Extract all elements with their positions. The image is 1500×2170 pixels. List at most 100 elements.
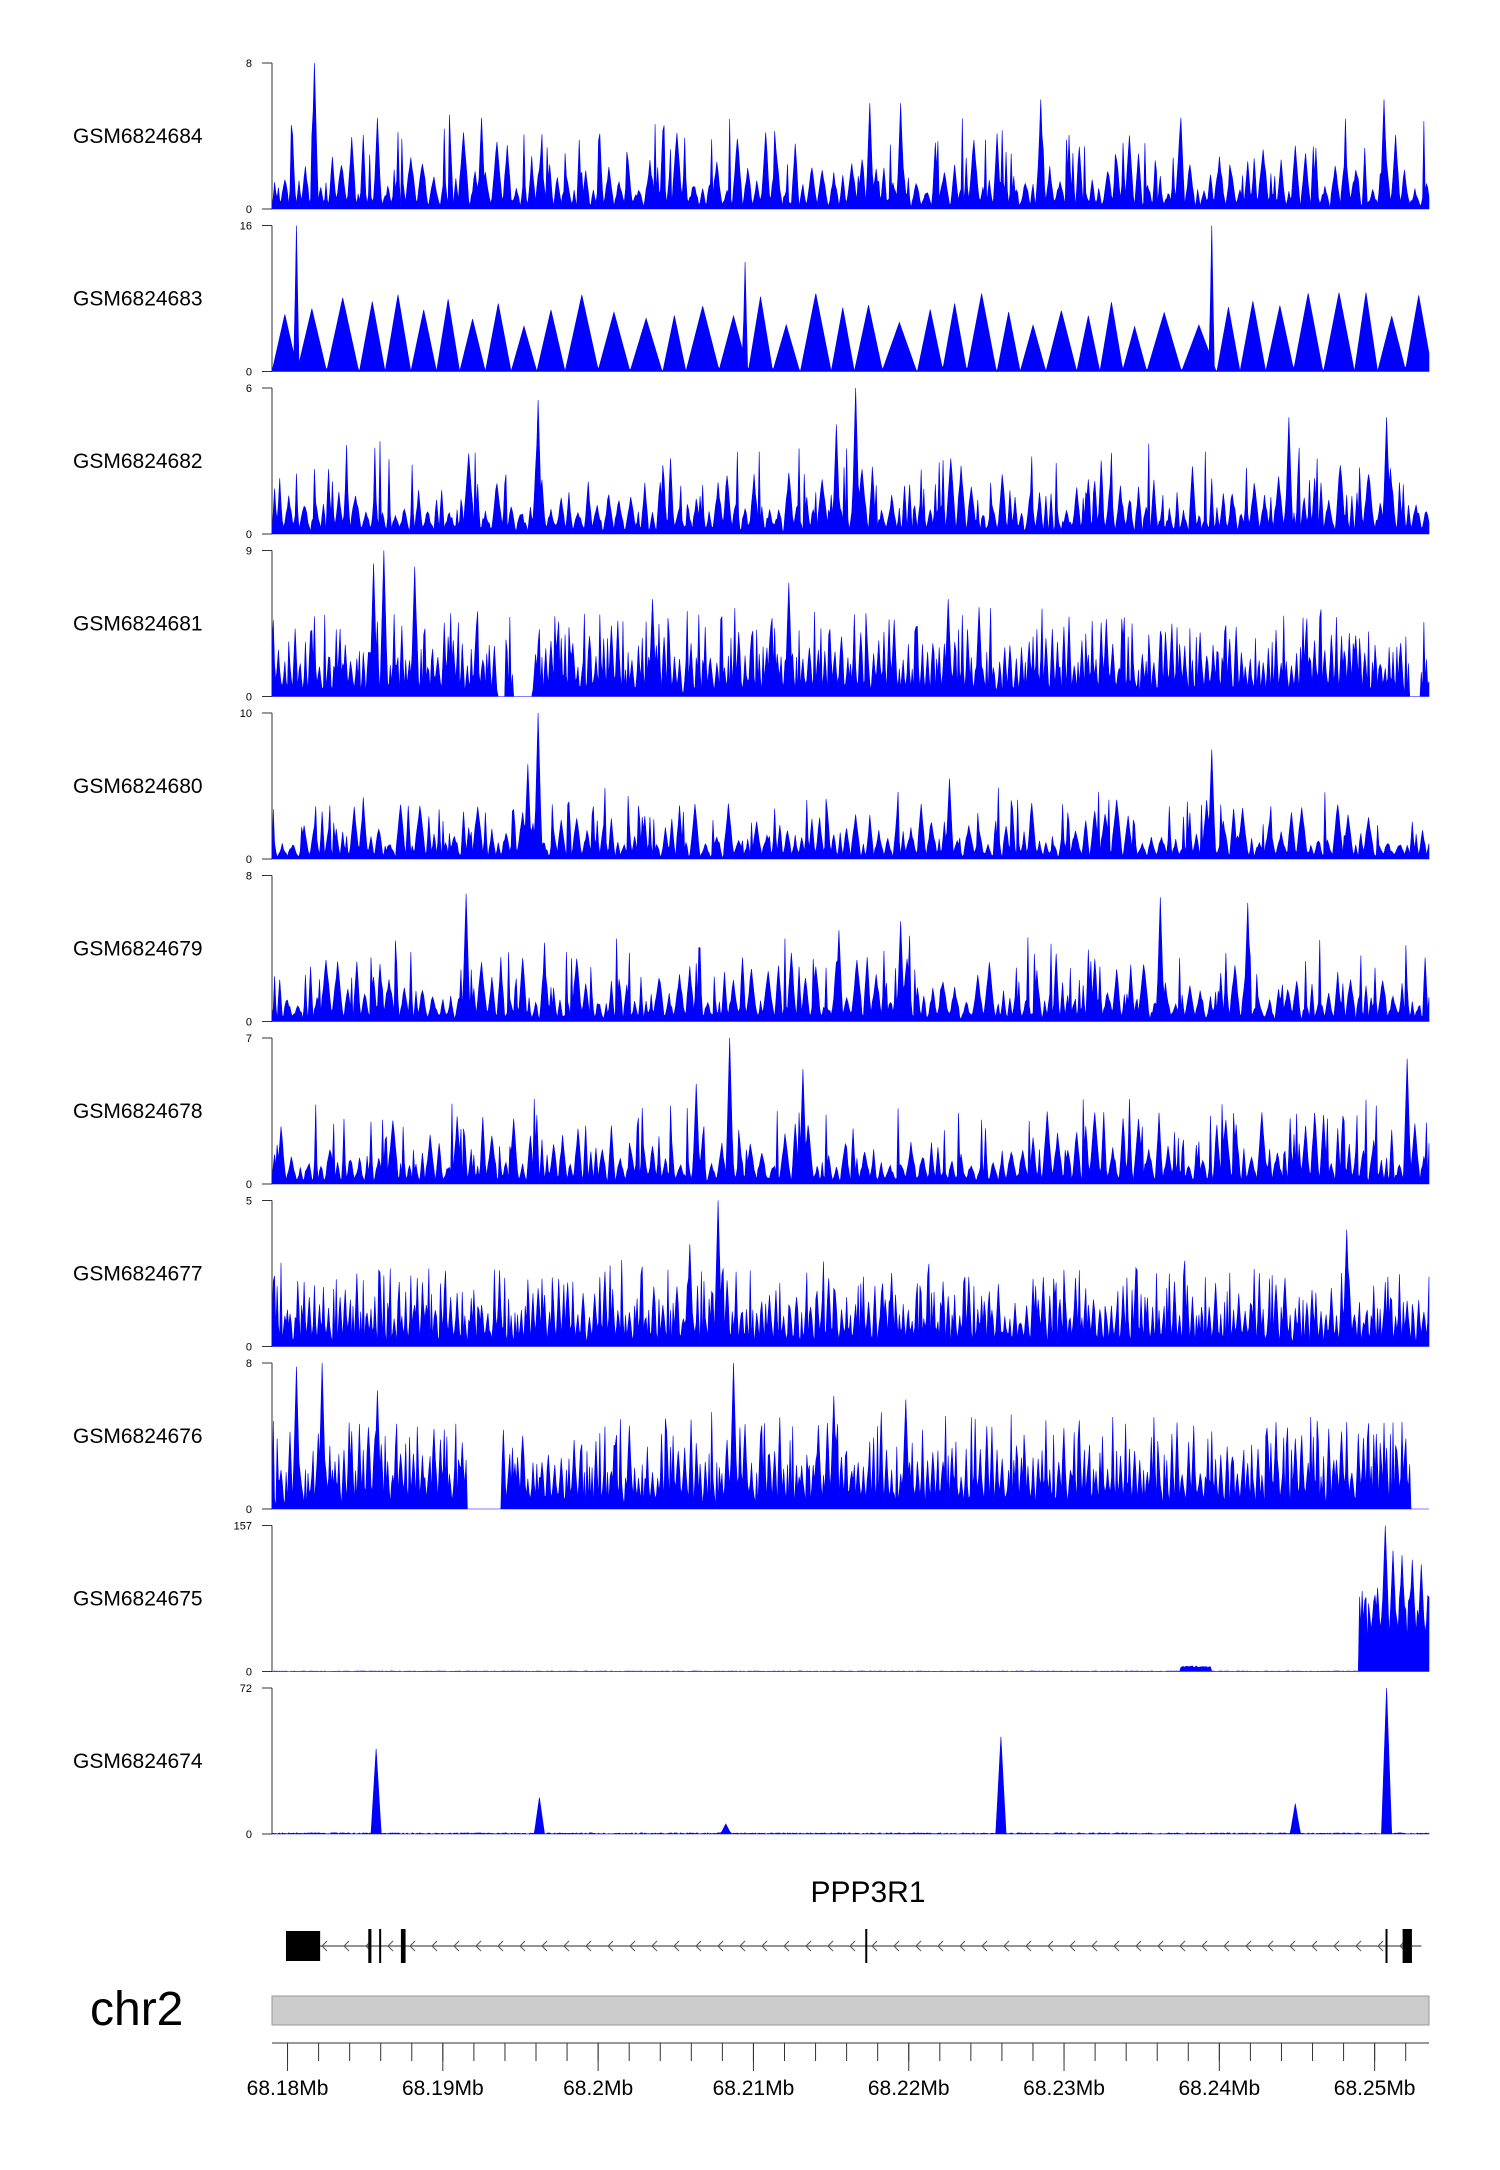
strand-chevron: [1201, 1940, 1208, 1952]
track-name-label: GSM6824683: [73, 288, 203, 311]
strand-chevron: [1267, 1940, 1274, 1952]
x-axis-tick-label: 68.22Mb: [868, 2077, 950, 2100]
strand-chevron: [387, 1940, 394, 1952]
coverage-area: [271, 1362, 1429, 1510]
y-min-label: 0: [246, 529, 252, 541]
strand-chevron: [1157, 1940, 1164, 1952]
coverage-area: [271, 550, 1430, 697]
coverage-track: GSM6824676 8 0: [73, 1358, 1429, 1516]
strand-chevron: [783, 1940, 790, 1952]
strand-chevron: [519, 1940, 526, 1952]
coverage-track: GSM6824683 16 0: [73, 221, 1430, 379]
gene-exon: [1402, 1929, 1412, 1963]
strand-chevron: [959, 1940, 966, 1952]
strand-chevron: [1135, 1940, 1142, 1952]
track-name-label: GSM6824675: [73, 1588, 203, 1611]
y-max-label: 8: [246, 58, 252, 70]
strand-chevron: [1355, 1940, 1362, 1952]
y-max-label: 72: [240, 1683, 252, 1695]
coverage-track: GSM6824675 157 0: [73, 1521, 1430, 1679]
x-axis-tick-label: 68.24Mb: [1178, 2077, 1260, 2100]
gene-exon: [285, 1931, 321, 1961]
y-max-label: 5: [246, 1196, 252, 1208]
strand-chevron: [453, 1940, 460, 1952]
strand-chevron: [761, 1940, 768, 1952]
strand-chevron: [981, 1940, 988, 1952]
strand-chevron: [1333, 1940, 1340, 1952]
y-max-label: 6: [246, 383, 252, 395]
coverage-tracks: GSM682468480GSM6824683160GSM682468260GSM…: [73, 58, 1430, 1841]
strand-chevron: [1311, 1940, 1318, 1952]
y-min-label: 0: [246, 854, 252, 866]
coverage-track: GSM6824684 8 0: [73, 58, 1430, 216]
coverage-track: GSM6824677 5 0: [73, 1196, 1430, 1354]
strand-chevron: [673, 1940, 680, 1952]
gene-exon: [400, 1929, 406, 1963]
y-max-label: 8: [246, 871, 252, 883]
gene-exon: [1385, 1929, 1388, 1963]
x-axis-tick-label: 68.19Mb: [402, 2077, 484, 2100]
y-min-label: 0: [246, 692, 252, 704]
strand-chevron: [827, 1940, 834, 1952]
track-name-label: GSM6824684: [73, 125, 203, 148]
track-name-label: GSM6824676: [73, 1425, 203, 1448]
strand-chevron: [1069, 1940, 1076, 1952]
track-name-label: GSM6824679: [73, 938, 203, 961]
strand-chevron: [1003, 1940, 1010, 1952]
strand-chevron: [651, 1940, 658, 1952]
strand-chevron: [1047, 1940, 1054, 1952]
strand-chevron: [431, 1940, 438, 1952]
strand-chevron: [1245, 1940, 1252, 1952]
coverage-track: GSM6824678 7 0: [73, 1033, 1430, 1191]
x-axis-tick-label: 68.18Mb: [247, 2077, 329, 2100]
strand-chevron: [1377, 1940, 1384, 1952]
gene-exon: [368, 1929, 372, 1963]
coverage-area: [271, 62, 1430, 210]
track-name-label: GSM6824674: [73, 1750, 203, 1773]
genomic-axis: 68.18Mb 68.19Mb 68.2Mb 68.21Mb 68.22Mb 68.23M…: [247, 2042, 1429, 2100]
coverage-area: [271, 712, 1430, 860]
y-min-label: 0: [246, 1017, 252, 1029]
strand-chevron: [871, 1940, 878, 1952]
gene-name-label: PPP3R1: [810, 1876, 925, 1909]
coverage-track: GSM6824682 6 0: [73, 383, 1430, 541]
y-min-label: 0: [246, 1667, 252, 1679]
track-name-label: GSM6824681: [73, 613, 203, 636]
strand-chevron: [1091, 1940, 1098, 1952]
track-name-label: GSM6824680: [73, 775, 203, 798]
strand-chevron: [1113, 1940, 1120, 1952]
x-axis-tick-label: 68.21Mb: [713, 2077, 795, 2100]
x-axis-tick-label: 68.2Mb: [563, 2077, 633, 2100]
gene-exon: [865, 1929, 868, 1963]
coverage-area: [271, 387, 1430, 535]
coverage-area: [271, 225, 1430, 373]
strand-chevron: [739, 1940, 746, 1952]
y-max-label: 8: [246, 1358, 252, 1370]
y-max-label: 157: [234, 1521, 252, 1533]
x-axis-tick-label: 68.25Mb: [1334, 2077, 1416, 2100]
y-min-label: 0: [246, 1829, 252, 1841]
strand-chevron: [629, 1940, 636, 1952]
x-axis-tick-label: 68.23Mb: [1023, 2077, 1105, 2100]
strand-chevron: [1179, 1940, 1186, 1952]
track-name-label: GSM6824682: [73, 450, 203, 473]
strand-chevron: [409, 1940, 416, 1952]
gene-exon: [379, 1929, 382, 1963]
strand-chevron: [563, 1940, 570, 1952]
strand-chevron: [937, 1940, 944, 1952]
strand-chevron: [607, 1940, 614, 1952]
y-max-label: 7: [246, 1033, 252, 1045]
y-max-label: 16: [240, 221, 252, 233]
coverage-area: [271, 1200, 1430, 1347]
coverage-track: GSM6824681 9 0: [73, 546, 1430, 704]
y-max-label: 10: [240, 708, 252, 720]
gene-model: [285, 1929, 1422, 1963]
y-min-label: 0: [246, 204, 252, 216]
gene-annotation-track: PPP3R1: [285, 1876, 1422, 1963]
strand-chevron: [1223, 1940, 1230, 1952]
chromosome-label: chr2: [90, 1983, 183, 2036]
strand-chevron: [695, 1940, 702, 1952]
y-min-label: 0: [246, 1504, 252, 1516]
coverage-area: [271, 1687, 1430, 1835]
